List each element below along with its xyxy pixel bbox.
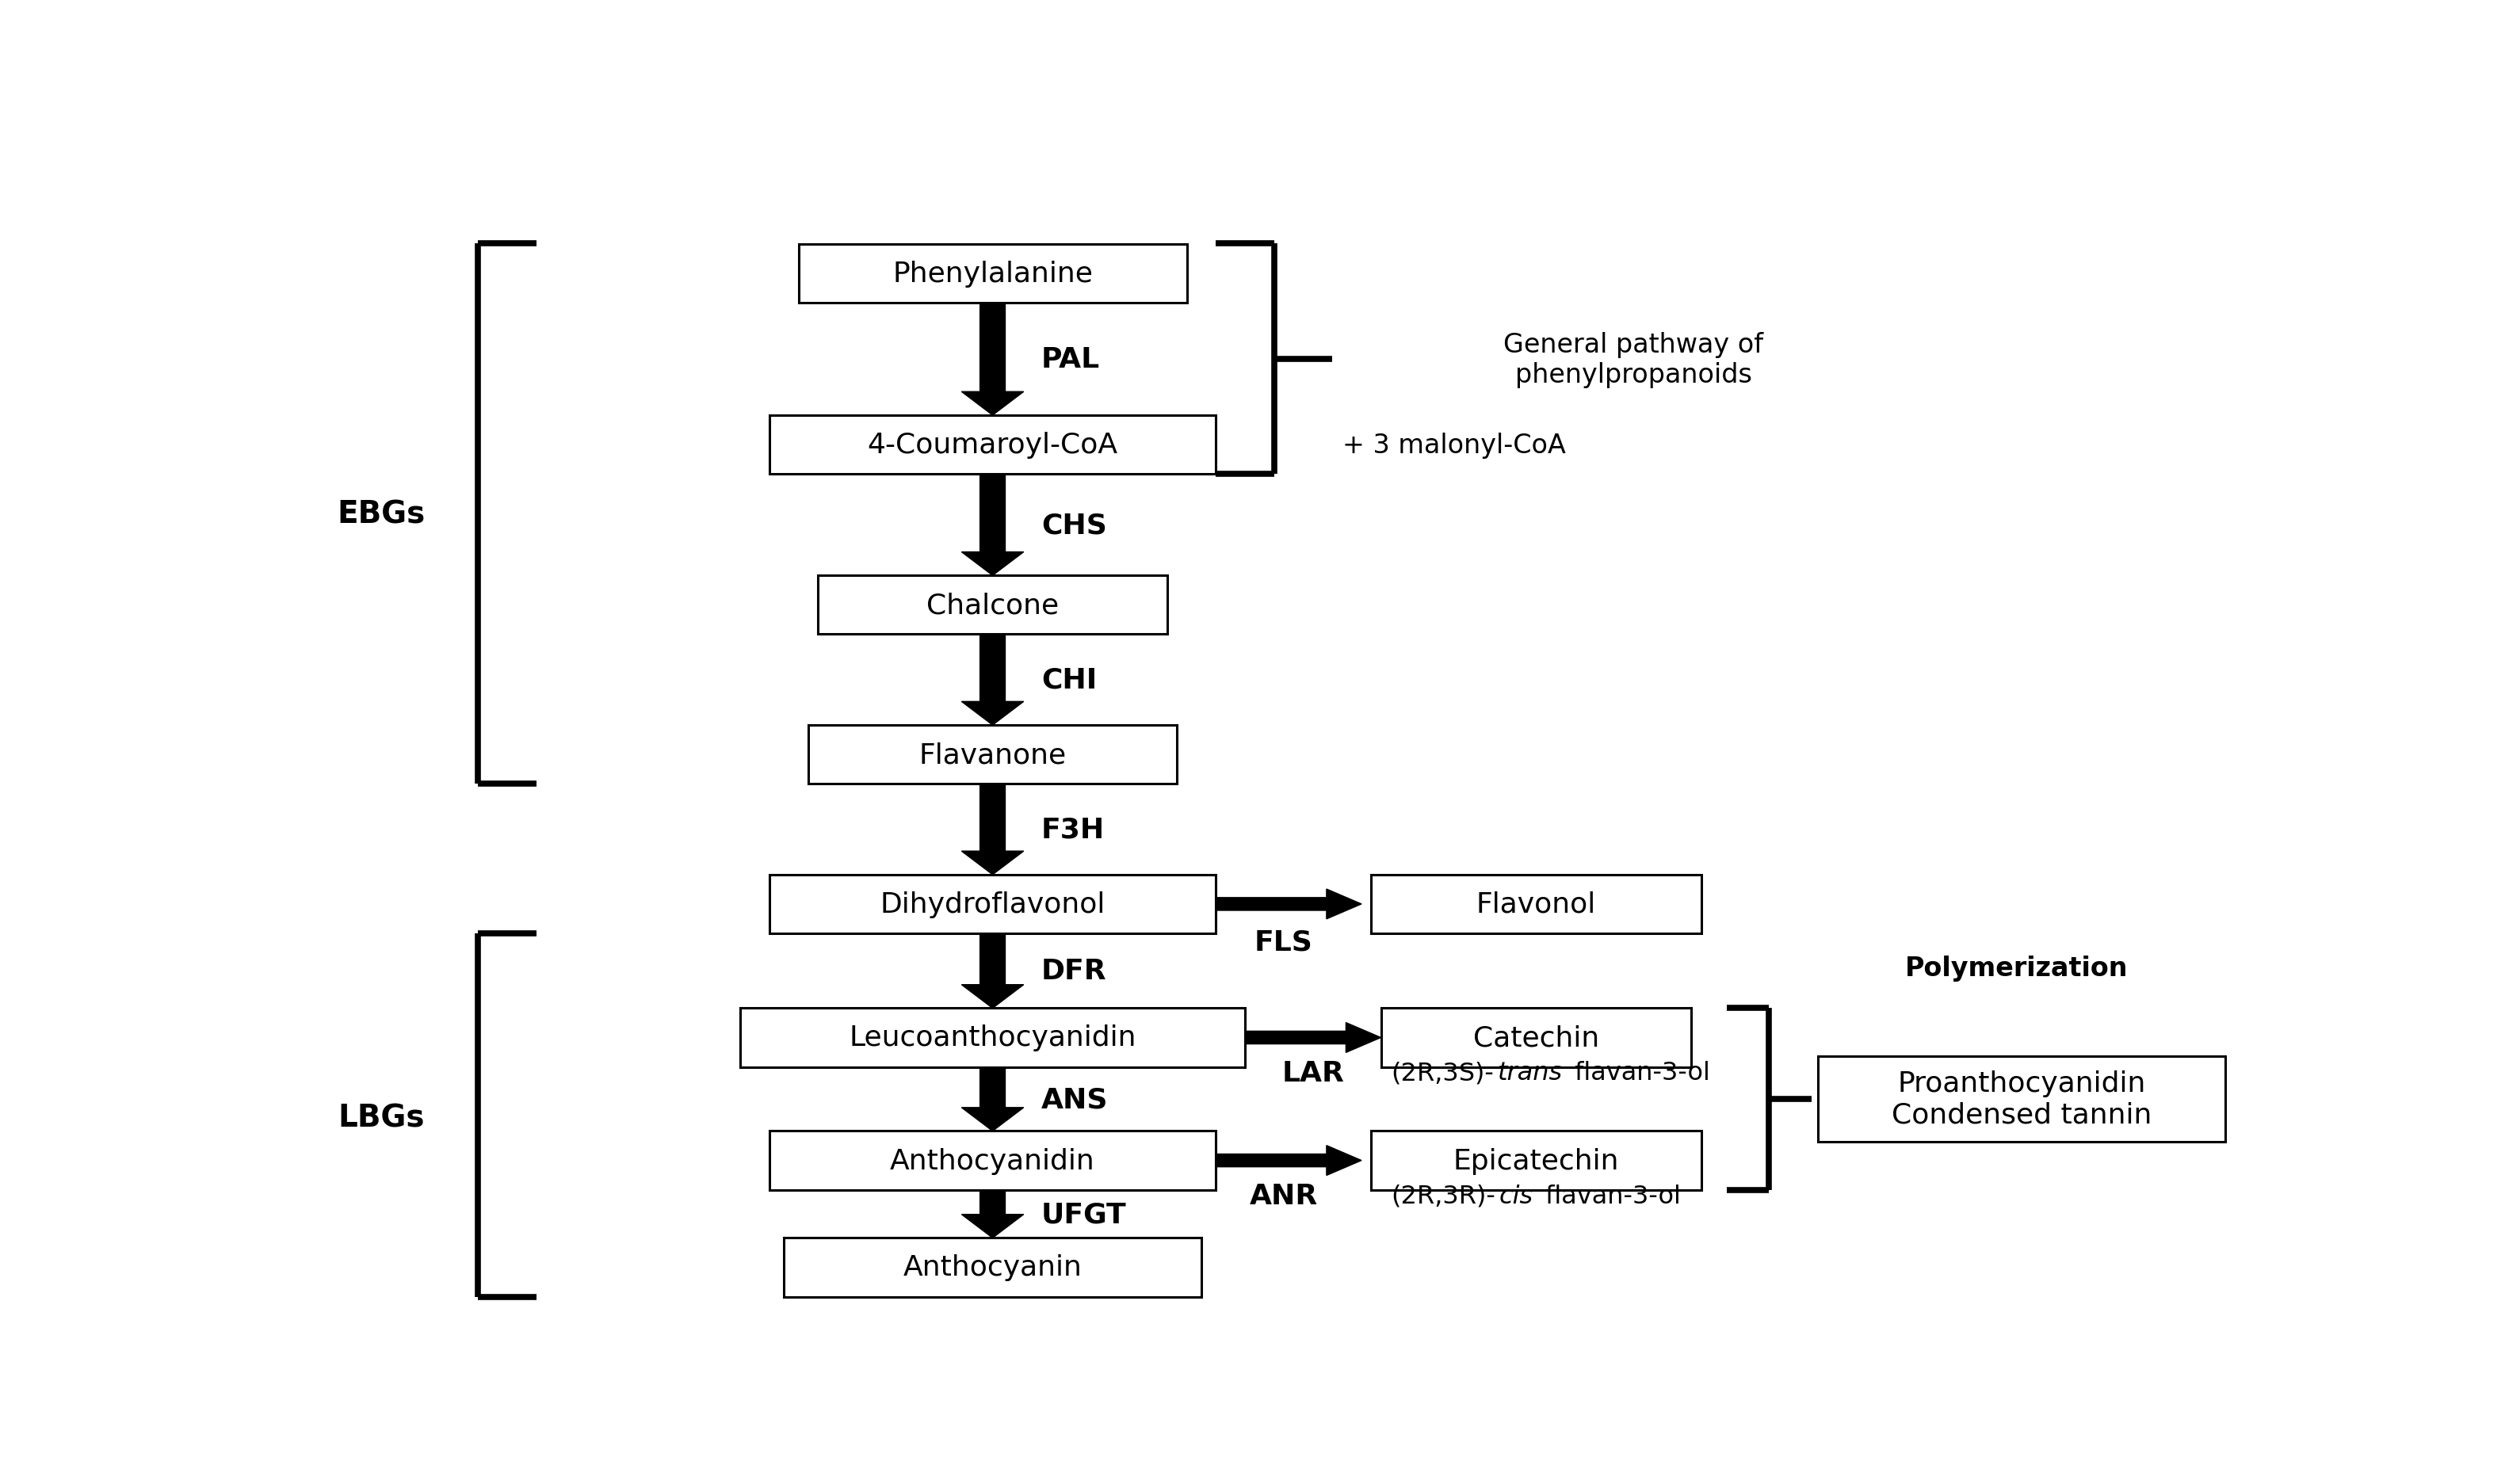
Text: 4-Coumaroyl-CoA: 4-Coumaroyl-CoA (867, 432, 1117, 459)
FancyBboxPatch shape (1370, 876, 1701, 933)
FancyBboxPatch shape (1370, 1131, 1701, 1190)
FancyBboxPatch shape (809, 726, 1177, 784)
Text: FLS: FLS (1255, 928, 1313, 956)
Text: General pathway of
phenylpropanoids: General pathway of phenylpropanoids (1503, 331, 1764, 387)
Text: Proanthocyanidin
Condensed tannin: Proanthocyanidin Condensed tannin (1891, 1070, 2152, 1128)
FancyArrow shape (1215, 889, 1363, 919)
FancyArrow shape (962, 933, 1025, 1009)
Text: CHS: CHS (1042, 512, 1107, 539)
Text: + 3 malonyl-CoA: + 3 malonyl-CoA (1343, 432, 1566, 459)
Text: Chalcone: Chalcone (927, 592, 1060, 619)
FancyBboxPatch shape (741, 1009, 1245, 1067)
Text: trans: trans (1498, 1061, 1563, 1085)
Text: (2R,3S)-: (2R,3S)- (1390, 1061, 1493, 1085)
Text: Anthocyanidin: Anthocyanidin (889, 1147, 1095, 1174)
FancyBboxPatch shape (784, 1238, 1202, 1297)
FancyArrow shape (962, 304, 1025, 416)
FancyArrow shape (1215, 1146, 1363, 1175)
Text: ANS: ANS (1042, 1086, 1107, 1113)
FancyArrow shape (962, 1190, 1025, 1238)
Text: F3H: F3H (1042, 816, 1105, 843)
Text: Flavonol: Flavonol (1475, 890, 1596, 917)
FancyBboxPatch shape (769, 876, 1215, 933)
Text: (2R,3R)-: (2R,3R)- (1390, 1184, 1495, 1208)
Text: ANR: ANR (1250, 1183, 1318, 1209)
Text: flavan-3-ol: flavan-3-ol (1538, 1184, 1681, 1208)
FancyArrow shape (962, 475, 1025, 576)
Text: LAR: LAR (1283, 1060, 1345, 1086)
FancyArrow shape (962, 1067, 1025, 1131)
Text: Leucoanthocyanidin: Leucoanthocyanidin (849, 1024, 1137, 1051)
FancyArrow shape (962, 635, 1025, 726)
Text: flavan-3-ol: flavan-3-ol (1566, 1061, 1711, 1085)
FancyArrow shape (1245, 1022, 1380, 1052)
FancyBboxPatch shape (1380, 1009, 1691, 1067)
FancyBboxPatch shape (769, 416, 1215, 475)
Text: Catechin: Catechin (1473, 1024, 1598, 1051)
FancyBboxPatch shape (817, 576, 1167, 635)
Text: CHI: CHI (1042, 666, 1097, 693)
Text: Polymerization: Polymerization (1904, 956, 2129, 981)
FancyBboxPatch shape (799, 245, 1187, 304)
Text: DFR: DFR (1042, 957, 1107, 984)
Text: LBGs: LBGs (338, 1103, 423, 1132)
FancyBboxPatch shape (1819, 1057, 2224, 1141)
Text: PAL: PAL (1042, 346, 1100, 372)
Text: Flavanone: Flavanone (919, 742, 1067, 769)
FancyArrow shape (962, 784, 1025, 876)
Text: Phenylalanine: Phenylalanine (892, 261, 1092, 288)
Text: cis: cis (1498, 1184, 1533, 1208)
Text: EBGs: EBGs (338, 500, 426, 530)
Text: Anthocyanin: Anthocyanin (904, 1254, 1082, 1281)
Text: UFGT: UFGT (1042, 1201, 1127, 1227)
Text: Dihydroflavonol: Dihydroflavonol (879, 890, 1105, 917)
FancyBboxPatch shape (769, 1131, 1215, 1190)
Text: Epicatechin: Epicatechin (1453, 1147, 1618, 1174)
